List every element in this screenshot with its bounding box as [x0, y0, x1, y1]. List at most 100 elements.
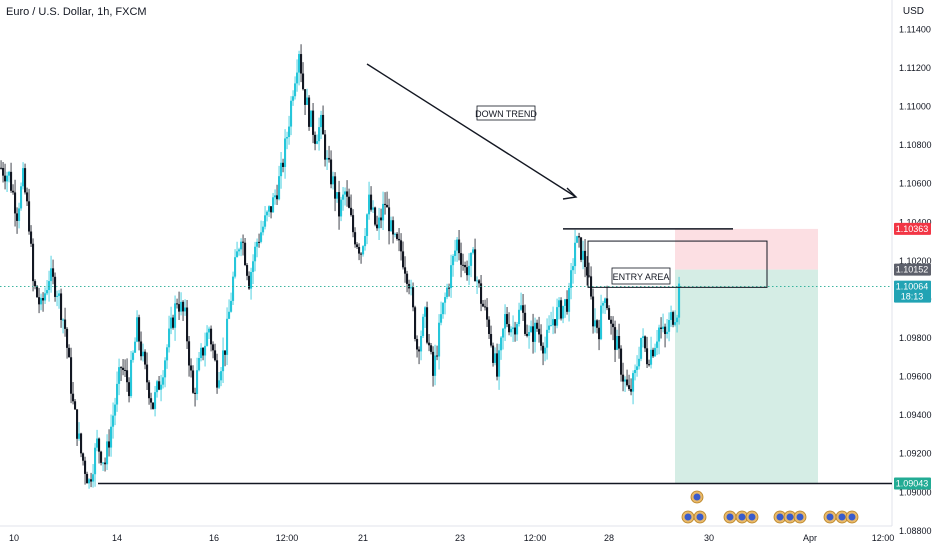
candle-body: [214, 350, 217, 361]
candle-body: [576, 236, 579, 243]
economic-event-icon: [693, 510, 707, 524]
candle-body: [136, 317, 139, 342]
candle-body: [642, 336, 645, 338]
candle-body: [622, 374, 625, 382]
x-tick-label: 14: [112, 533, 122, 543]
candle-body: [512, 327, 515, 329]
candle-body: [88, 479, 91, 484]
candle-body: [288, 126, 291, 137]
candle-body: [624, 379, 627, 382]
economic-event-icon: [783, 510, 797, 524]
economic-event-icon: [690, 490, 704, 504]
candle-body: [380, 217, 383, 221]
candle-body: [116, 383, 119, 405]
candle-body: [272, 197, 275, 213]
candle-body: [600, 305, 603, 340]
candle-body: [236, 251, 239, 258]
x-tick-label: 21: [358, 533, 368, 543]
candle-body: [508, 324, 511, 333]
candle-body: [302, 73, 305, 90]
candle-body: [668, 319, 671, 332]
candle-body: [102, 462, 105, 464]
candle-body: [208, 328, 211, 333]
candle-body: [672, 312, 675, 325]
candle-body: [46, 290, 49, 294]
candle-body: [368, 194, 371, 215]
candle-body: [320, 114, 323, 128]
candle-body: [154, 392, 157, 409]
candle-body: [280, 162, 283, 177]
candle-body: [568, 287, 571, 312]
candle-body: [442, 302, 445, 315]
candle-body: [228, 311, 231, 319]
candle-body: [526, 333, 529, 336]
candle-body: [540, 334, 543, 346]
candle-body: [240, 241, 243, 250]
candle-body: [596, 320, 599, 328]
stop-loss-zone: [675, 228, 818, 270]
candle-body: [674, 322, 677, 325]
candle-body: [266, 211, 269, 216]
y-tick-label: 1.08800: [899, 526, 932, 536]
candle-body: [518, 309, 521, 325]
candle-body: [48, 281, 51, 291]
candle-body: [448, 287, 451, 289]
candle-body: [456, 239, 459, 251]
candle-body: [366, 214, 369, 236]
candle-body: [492, 345, 495, 363]
entry-area-box: [587, 240, 768, 288]
y-tick-label: 1.09200: [899, 449, 932, 459]
stop-price-tag-text: 1.10363: [896, 224, 929, 234]
candle-body: [650, 349, 653, 365]
candle-body: [226, 318, 229, 355]
candle-body: [298, 54, 301, 73]
candle-body: [262, 226, 265, 233]
candle-body: [202, 347, 205, 356]
candle-body: [510, 328, 513, 333]
candle-body: [676, 317, 679, 323]
candle-body: [68, 347, 71, 358]
candle-body: [70, 357, 73, 394]
candle-body: [662, 326, 665, 329]
candle-body: [398, 238, 401, 241]
candle-body: [462, 264, 465, 266]
candle-body: [170, 317, 173, 329]
candle-body: [342, 194, 345, 200]
candle-body: [172, 317, 175, 328]
candle-body: [152, 402, 155, 409]
candle-body: [356, 244, 359, 248]
candle-body: [574, 242, 577, 267]
target-price-tag-bg: [894, 477, 931, 490]
candle-body: [626, 379, 629, 386]
down-trend-arrow: [366, 63, 577, 198]
candle-body: [550, 325, 553, 327]
candle-body: [180, 301, 183, 312]
y-tick-label: 1.10200: [899, 256, 932, 266]
candle-body: [114, 404, 117, 416]
candle-body: [286, 136, 289, 139]
y-tick-label: 1.10800: [899, 140, 932, 150]
candle-body: [580, 237, 583, 260]
candle-body: [326, 157, 329, 160]
candle-body: [106, 441, 109, 465]
candle-body: [470, 252, 473, 266]
candle-body: [110, 426, 113, 448]
candle-body: [308, 97, 311, 127]
candle-body: [614, 327, 617, 350]
candle-body: [558, 300, 561, 308]
candle-body: [474, 249, 477, 282]
candle-body: [552, 319, 555, 326]
candle-body: [432, 351, 435, 376]
y-tick-label: 1.09400: [899, 410, 932, 420]
candle-body: [468, 265, 471, 276]
candle-body: [6, 175, 9, 182]
currency-label[interactable]: USD: [902, 6, 924, 17]
candle-body: [374, 207, 377, 225]
candle-body: [414, 307, 417, 339]
candle-body: [618, 336, 621, 349]
candle-body: [252, 261, 255, 273]
candle-body: [140, 341, 143, 357]
candle-body: [112, 415, 115, 427]
